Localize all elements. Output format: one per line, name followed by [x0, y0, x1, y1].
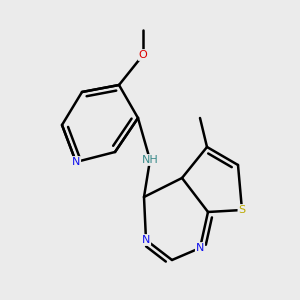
Text: S: S: [238, 205, 246, 215]
Text: N: N: [196, 243, 204, 253]
Text: NH: NH: [142, 155, 158, 165]
Text: N: N: [142, 235, 150, 245]
Text: N: N: [72, 157, 80, 167]
Text: O: O: [139, 50, 147, 60]
